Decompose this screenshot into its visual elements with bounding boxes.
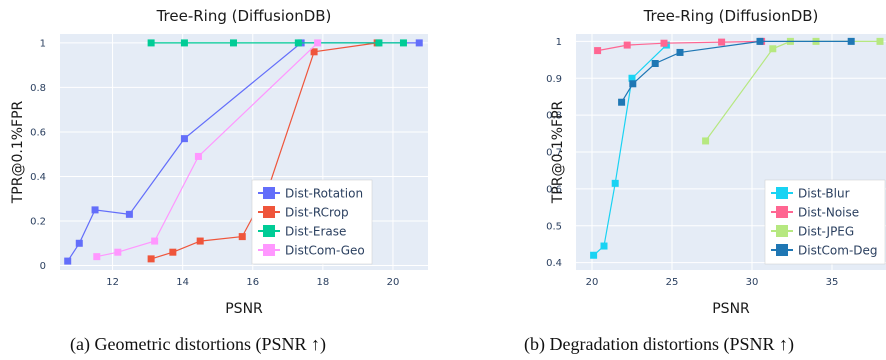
data-point-1-1 bbox=[623, 41, 631, 49]
data-point-3-1 bbox=[114, 248, 122, 256]
y-tick-label: 1 bbox=[556, 37, 562, 48]
data-point-3-4 bbox=[756, 37, 764, 45]
y-tick-label: 0.2 bbox=[30, 217, 46, 228]
y-axis-label: TPR@0.1%FPR bbox=[10, 100, 26, 204]
data-point-3-2 bbox=[651, 60, 659, 67]
chart-geometric: 12 14 16 18 20 0 0.2 0.4 0.6 0.8 1 Tree-Ring (Diffu… bbox=[10, 7, 428, 317]
data-point-1-0 bbox=[594, 47, 602, 55]
data-point-3-0 bbox=[93, 253, 101, 261]
data-point-3-4 bbox=[314, 39, 322, 47]
caption-degradation: (b) Degradation distortions (PSNR ↑) bbox=[524, 334, 794, 354]
x-axis-label: PSNR bbox=[225, 301, 263, 317]
legend-marker-1 bbox=[263, 206, 275, 218]
data-point-1-2 bbox=[660, 39, 668, 47]
x-tick-label: 20 bbox=[586, 277, 599, 288]
data-point-2-2 bbox=[229, 39, 237, 47]
data-point-0-6 bbox=[415, 39, 423, 47]
legend: Dist-Blur Dist-Noise Dist-JPEG DistCom-Deg bbox=[764, 179, 886, 265]
legend-marker-1 bbox=[776, 206, 788, 218]
data-point-1-2 bbox=[196, 237, 204, 245]
data-point-0-0 bbox=[590, 251, 598, 259]
data-point-2-0 bbox=[702, 137, 710, 145]
legend-marker-0 bbox=[776, 187, 788, 199]
x-tick-label: 35 bbox=[826, 277, 839, 288]
data-point-0-0 bbox=[64, 257, 72, 265]
x-tick-label: 14 bbox=[176, 277, 189, 288]
legend-label-1: Dist-Noise bbox=[798, 206, 859, 220]
data-point-0-4 bbox=[180, 135, 188, 143]
legend-marker-0 bbox=[263, 187, 275, 199]
data-point-1-0 bbox=[147, 255, 155, 263]
legend-marker-2 bbox=[776, 225, 788, 237]
data-point-2-1 bbox=[180, 39, 188, 47]
x-tick-label: 25 bbox=[666, 277, 679, 288]
data-point-2-1 bbox=[769, 45, 777, 53]
y-axis-label: TPR@0.1%FPR bbox=[550, 100, 566, 204]
data-point-2-5 bbox=[399, 39, 407, 47]
x-tick-label: 20 bbox=[387, 277, 400, 288]
data-point-3-2 bbox=[151, 237, 159, 245]
legend-marker-3 bbox=[776, 244, 788, 256]
legend-label-3: DistCom-Deg bbox=[798, 244, 878, 258]
data-point-1-5 bbox=[310, 48, 318, 56]
chart-degradation-svg: 20 25 30 35 0.4 0.5 0.6 0.7 0.8 0.9 1 Tree-Ring (Di… bbox=[546, 7, 886, 317]
data-point-1-3 bbox=[718, 38, 726, 46]
data-point-3-0 bbox=[618, 98, 626, 106]
legend-label-0: Dist-Blur bbox=[798, 187, 850, 201]
legend: Dist-Rotation Dist-RCrop Dist-Erase DistCom… bbox=[251, 179, 373, 265]
x-tick-label: 16 bbox=[246, 277, 259, 288]
y-tick-label: 0.6 bbox=[30, 127, 46, 138]
data-point-3-1 bbox=[629, 80, 637, 88]
chart-degradation: 20 25 30 35 0.4 0.5 0.6 0.7 0.8 0.9 1 Tree-Ring (Di… bbox=[443, 0, 886, 360]
y-tick-label: 0.8 bbox=[546, 111, 562, 122]
y-tick-label: 0.7 bbox=[546, 148, 562, 159]
data-point-0-3 bbox=[125, 210, 133, 218]
data-point-3-5 bbox=[847, 37, 855, 45]
y-tick-label: 0.4 bbox=[30, 172, 46, 183]
legend-label-2: Dist-Erase bbox=[285, 225, 346, 239]
y-tick-label: 1 bbox=[40, 38, 46, 49]
x-tick-label: 12 bbox=[106, 277, 119, 288]
data-point-1-1 bbox=[169, 248, 177, 256]
y-tick-label: 0.6 bbox=[546, 184, 562, 195]
caption-geometric: (a) Geometric distortions (PSNR ↑) bbox=[70, 334, 326, 354]
data-point-0-1 bbox=[75, 239, 83, 247]
data-point-2-4 bbox=[375, 39, 383, 47]
data-point-0-1 bbox=[600, 242, 608, 250]
legend-label-1: Dist-RCrop bbox=[285, 206, 349, 220]
data-point-1-3 bbox=[238, 233, 246, 241]
x-tick-label: 18 bbox=[316, 277, 329, 288]
legend-label-0: Dist-Rotation bbox=[285, 187, 363, 201]
chart-geometric-svg: 12 14 16 18 20 0 0.2 0.4 0.6 0.8 1 Tree-Ring (Diffu… bbox=[10, 7, 428, 317]
series-group bbox=[590, 37, 884, 259]
legend-marker-3 bbox=[263, 244, 275, 256]
legend-label-2: Dist-JPEG bbox=[798, 225, 854, 239]
data-point-2-0 bbox=[147, 39, 155, 47]
y-tick-label: 0 bbox=[40, 261, 46, 272]
y-tick-label: 0.9 bbox=[546, 74, 562, 85]
data-point-0-2 bbox=[91, 206, 99, 214]
y-tick-label: 0.8 bbox=[30, 83, 46, 94]
legend-label-3: DistCom-Geo bbox=[285, 244, 365, 258]
data-point-2-4 bbox=[876, 37, 884, 45]
x-axis-label: PSNR bbox=[712, 301, 750, 317]
data-point-0-3 bbox=[628, 74, 636, 82]
data-point-2-3 bbox=[294, 39, 302, 47]
y-tick-label: 0.5 bbox=[546, 221, 562, 232]
y-tick-label: 0.4 bbox=[546, 258, 562, 269]
series-group bbox=[64, 39, 423, 265]
data-point-3-3 bbox=[194, 152, 202, 160]
data-point-3-3 bbox=[676, 48, 684, 56]
legend-marker-2 bbox=[263, 225, 275, 237]
chart-title: Tree-Ring (DiffusionDB) bbox=[156, 7, 332, 25]
chart-title: Tree-Ring (DiffusionDB) bbox=[643, 7, 819, 25]
data-point-0-2 bbox=[611, 179, 619, 187]
x-tick-label: 30 bbox=[746, 277, 759, 288]
